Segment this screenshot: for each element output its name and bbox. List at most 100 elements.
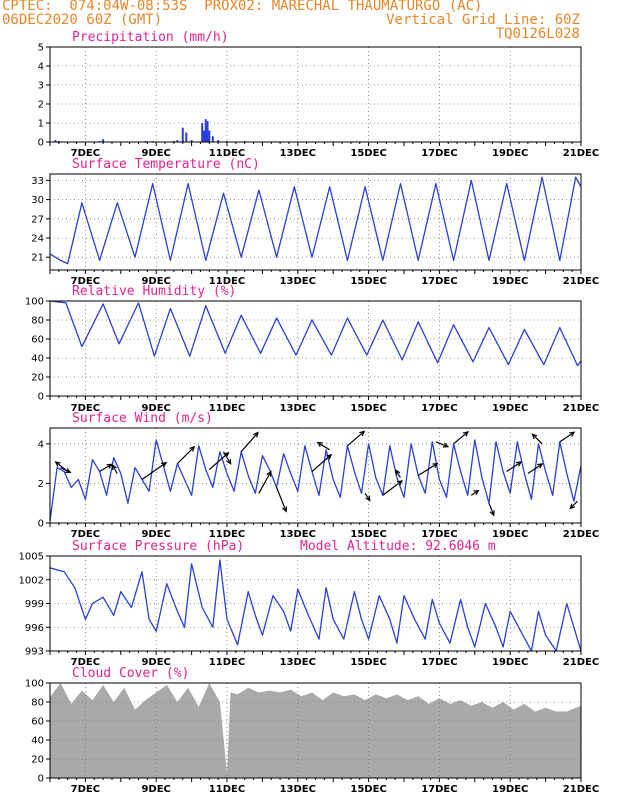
date-tick-label: 19DEC [492, 276, 528, 287]
date-tick-label: 11DEC [209, 403, 245, 414]
wind-arrow [364, 492, 371, 502]
date-tick-label: 11DEC [209, 276, 245, 287]
y-tick-label: 30 [31, 195, 44, 206]
temp-title: Surface Temperature (nC) [72, 157, 260, 172]
cloud-title: Cloud Cover (%) [72, 666, 189, 681]
wind-arrow [470, 489, 480, 496]
date-tick-label: 13DEC [280, 657, 316, 668]
y-tick-label: 33 [31, 176, 44, 187]
date-tick-label: 13DEC [280, 148, 316, 159]
y-tick-label: 80 [31, 698, 44, 709]
y-tick-label: 20 [31, 373, 44, 384]
date-tick-label: 7DEC [71, 148, 100, 159]
wind-arrow [394, 469, 401, 478]
date-tick-label: 13DEC [280, 784, 316, 795]
date-tick-label: 9DEC [141, 784, 170, 795]
header-grid-line: Vertical Grid Line: 60Z [386, 12, 580, 28]
y-tick-label: 60 [31, 717, 44, 728]
precip-bar [102, 139, 105, 142]
y-tick-label: 3 [38, 81, 44, 92]
y-tick-label: 0 [38, 392, 44, 403]
precip-bar [206, 121, 209, 142]
y-tick-label: 0 [38, 138, 44, 149]
y-tick-label: 24 [31, 234, 44, 245]
wind-arrow [531, 433, 543, 445]
y-tick-label: 1 [38, 119, 44, 130]
wind-arrow [240, 431, 259, 453]
date-tick-label: 7DEC [71, 276, 100, 287]
precip-title: Precipitation (mm/h) [72, 30, 229, 45]
wind-arrow [559, 431, 576, 443]
date-tick-label: 15DEC [350, 657, 386, 668]
wind-arrow [141, 461, 168, 480]
wind-arrow [488, 502, 495, 517]
y-tick-label: 60 [31, 335, 44, 346]
date-tick-label: 19DEC [492, 784, 528, 795]
y-tick-label: 27 [31, 214, 44, 225]
wind-arrow [453, 430, 470, 445]
pres-panel: Surface Pressure (hPa) Model Altitude: 92… [19, 539, 600, 668]
header-date: 06DEC2020 60Z (GMT) [2, 12, 163, 28]
date-tick-label: 7DEC [71, 657, 100, 668]
wind-arrow [417, 462, 439, 477]
date-tick-label: 19DEC [492, 148, 528, 159]
temp-series-line [50, 176, 581, 265]
precip-bar [181, 127, 184, 142]
y-tick-label: 100 [25, 679, 44, 690]
precip-bar [204, 119, 207, 142]
date-tick-label: 9DEC [141, 657, 170, 668]
wind-arrow [506, 461, 523, 473]
y-tick-label: 996 [25, 623, 44, 634]
date-tick-label: 9DEC [141, 529, 170, 540]
precip-bar [202, 130, 205, 142]
precip-panel: Precipitation (mm/h) 0 1 2 3 4 5 7DEC 9DEC 11DEC 1… [38, 30, 600, 159]
header-model-code: TQ0126L028 [495, 26, 580, 42]
wind-arrow [346, 430, 366, 447]
date-tick-label: 15DEC [350, 148, 386, 159]
precip-bar [185, 132, 188, 142]
wind-title: Surface Wind (m/s) [72, 411, 213, 426]
precip-bar [217, 140, 220, 142]
date-tick-label: 7DEC [71, 403, 100, 414]
wind-panel: Surface Wind (m/s) 0 2 4 7DEC 9DEC 11DEC 13DEC 1… [38, 411, 600, 540]
wind-arrow [222, 451, 232, 465]
pres-title: Surface Pressure (hPa) [72, 539, 244, 554]
date-tick-label: 17DEC [421, 657, 457, 668]
y-tick-label: 0 [38, 519, 44, 530]
rh-series-line [50, 301, 581, 367]
wind-arrow [316, 441, 330, 451]
wind-arrow [54, 461, 69, 473]
date-tick-label: 11DEC [209, 657, 245, 668]
date-tick-label: 19DEC [492, 529, 528, 540]
rh-panel: Relative Humidity (%) 0 20 40 60 80 100 7DEC 9DE… [25, 284, 599, 414]
date-tick-label: 15DEC [350, 276, 386, 287]
precip-bar [211, 136, 214, 142]
y-tick-label: 80 [31, 316, 44, 327]
temp-frame [49, 173, 582, 271]
precip-bar [201, 123, 204, 142]
date-tick-label: 11DEC [209, 529, 245, 540]
date-tick-label: 17DEC [421, 276, 457, 287]
date-tick-label: 9DEC [141, 276, 170, 287]
wind-arrow [311, 453, 333, 472]
rh-title: Relative Humidity (%) [72, 284, 236, 299]
y-tick-label: 0 [38, 774, 44, 785]
date-tick-label: 15DEC [350, 529, 386, 540]
y-tick-label: 4 [38, 439, 44, 450]
wind-arrow [99, 463, 113, 473]
wind-arrow [382, 480, 404, 496]
date-tick-label: 13DEC [280, 529, 316, 540]
wind-arrow [258, 470, 272, 494]
wind-arrow [177, 445, 196, 465]
cloud-panel: Cloud Cover (%) 0 20 40 60 80 100 7DEC 9DEC 11DEC… [25, 666, 599, 795]
y-tick-label: 40 [31, 354, 44, 365]
wind-series-line [50, 439, 581, 522]
date-tick-label: 15DEC [350, 403, 386, 414]
date-tick-label: 7DEC [71, 784, 100, 795]
pres-annotation: Model Altitude: 92.6046 m [300, 539, 496, 554]
date-tick-label: 9DEC [141, 403, 170, 414]
y-tick-label: 40 [31, 736, 44, 747]
y-tick-label: 2 [38, 100, 44, 111]
cloud-cover-area [50, 683, 581, 778]
